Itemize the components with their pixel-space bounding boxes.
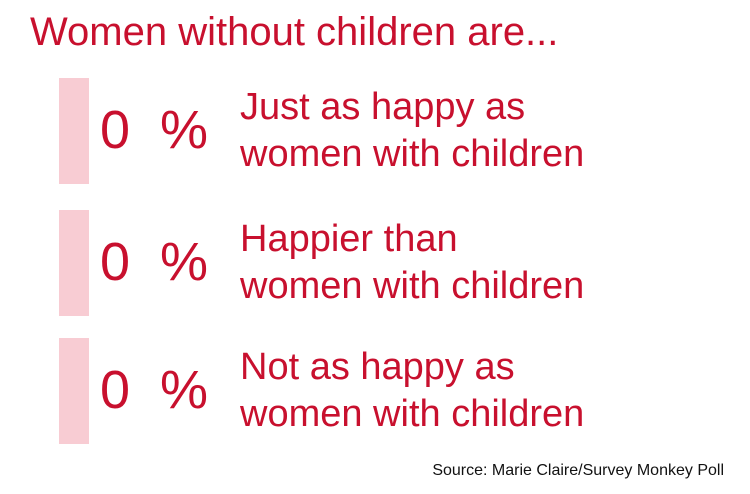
category-label-line: women with children [240, 393, 585, 435]
chart-row: 0% Happier than women with children [0, 210, 750, 320]
chart-row: 0% Not as happy as women with children [0, 338, 750, 448]
data-label-value: 0 [100, 232, 131, 292]
data-label-value: 0 [100, 100, 131, 160]
bar [59, 210, 89, 316]
data-label-value: 0 [100, 360, 131, 420]
category-label: Not as happy as women with children [240, 344, 584, 438]
category-label-line: Happier than [240, 218, 458, 260]
source-note: Source: Marie Claire/Survey Monkey Poll [432, 462, 724, 479]
percent-sign: % [160, 360, 209, 420]
category-label: Just as happy as women with children [240, 84, 584, 178]
chart-title: Women without children are... [30, 10, 559, 54]
percent-sign: % [160, 100, 209, 160]
bar [59, 78, 89, 184]
category-label-line: Just as happy as [240, 86, 526, 128]
category-label: Happier than women with children [240, 216, 584, 310]
percent-sign: % [160, 232, 209, 292]
chart-row: 0% Just as happy as women with children [0, 78, 750, 188]
category-label-line: Not as happy as [240, 346, 515, 388]
category-label-line: women with children [240, 265, 585, 307]
category-label-line: women with children [240, 133, 585, 175]
bar [59, 338, 89, 444]
